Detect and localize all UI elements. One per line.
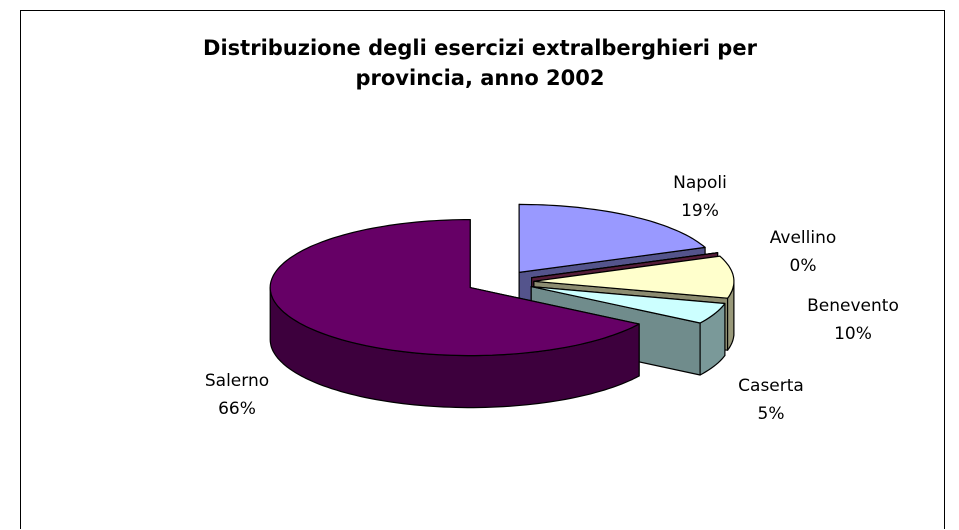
slice-top xyxy=(518,203,706,273)
slice-label: Napoli xyxy=(673,173,727,193)
slice-value-label: 0% xyxy=(790,256,817,276)
slice xyxy=(269,219,640,409)
chart-title: Distribuzione degli esercizi extralbergh… xyxy=(203,36,757,90)
slice-top xyxy=(533,255,735,299)
slice-label: Avellino xyxy=(770,228,837,248)
slice-value-label: 10% xyxy=(834,324,872,344)
slice-label: Caserta xyxy=(738,376,804,396)
slice-top xyxy=(531,252,719,279)
slice-label: Benevento xyxy=(807,296,899,316)
slice-top xyxy=(530,286,726,324)
slice-value-label: 19% xyxy=(681,201,719,221)
slice-top xyxy=(269,219,640,357)
chart-frame xyxy=(20,10,945,529)
slice-label: Salerno xyxy=(205,371,269,391)
slice-value-label: 66% xyxy=(218,399,256,419)
slice-value-label: 5% xyxy=(758,404,785,424)
